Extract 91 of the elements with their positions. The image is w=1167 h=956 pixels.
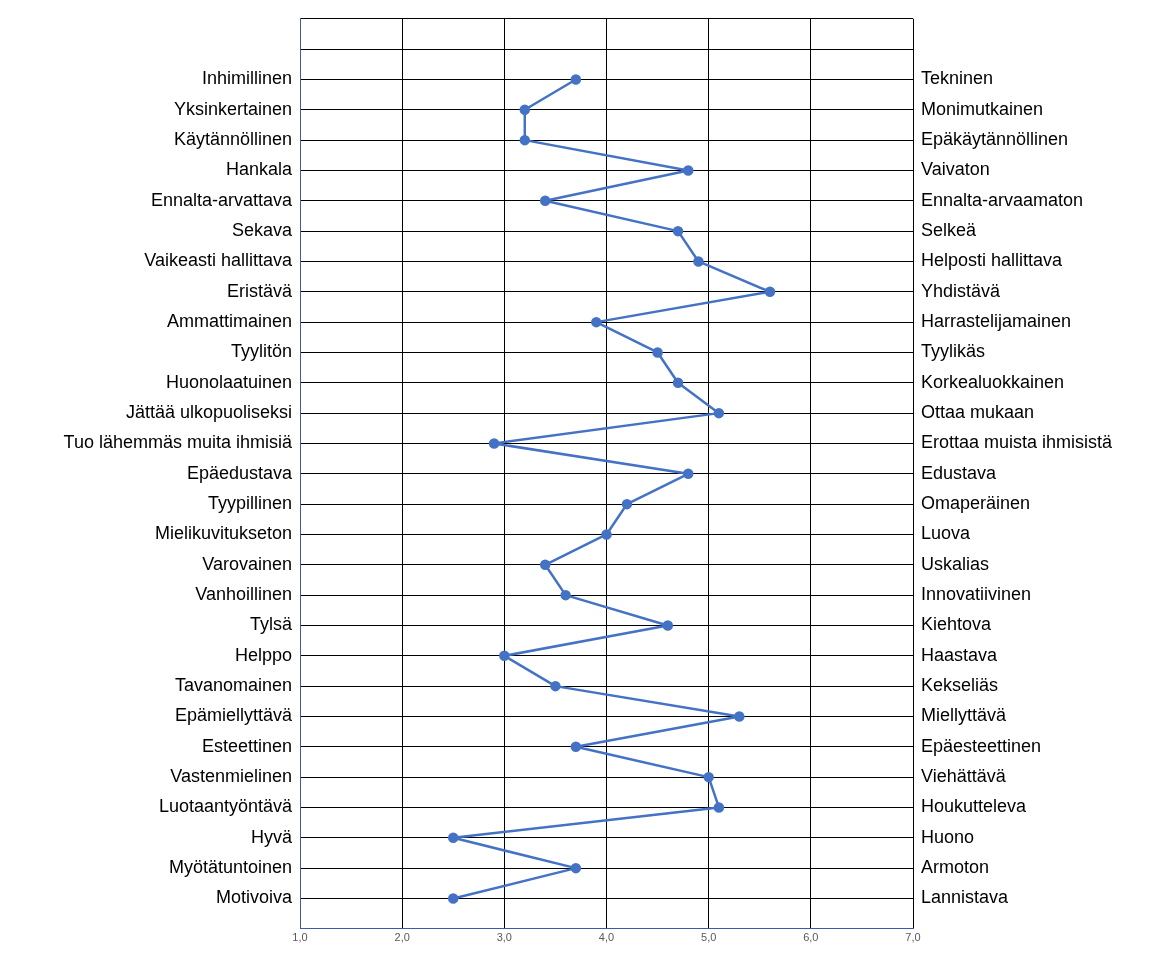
text: Miellyttävä — [921, 705, 1008, 726]
y-tick-label: Tavanomainen — [174, 675, 292, 696]
text: Houkutteleva — [921, 796, 1028, 817]
y-tick-label: Yksinkertainen — [173, 98, 292, 119]
y-tick-label: Varovainen — [202, 553, 292, 574]
y-tick-label: Mielikuvitukseton — [154, 523, 292, 544]
point — [734, 711, 745, 722]
y-tick-label: Vaikeasti hallittava — [144, 250, 293, 271]
point — [652, 347, 663, 358]
y-tick-label: Hyvä — [250, 826, 293, 847]
point — [713, 407, 725, 419]
point — [713, 802, 725, 813]
point — [539, 559, 551, 571]
point — [488, 438, 500, 449]
y-tick-label: Myötätuntoinen — [168, 857, 292, 878]
text: Innovatiivinen — [921, 584, 1032, 605]
x-tick-label: 3,0 — [496, 931, 512, 944]
x-tick-label: 1,0 — [292, 931, 308, 944]
y-tick-label: Esteettinen — [201, 735, 292, 756]
y-tick-label: Eristävä — [226, 280, 293, 301]
text: Tekninen — [921, 68, 994, 89]
text: Korkealuokkainen — [921, 371, 1065, 392]
text: Epäkäytännöllinen — [921, 129, 1069, 150]
text: Selkeä — [921, 220, 978, 241]
point — [570, 862, 582, 874]
text: Kiehtova — [921, 614, 993, 635]
text: Helposti hallittava — [921, 250, 1064, 271]
y-tick-label: Tyylitön — [230, 341, 292, 362]
y-tick-label: Jättää ulkopuoliseksi — [125, 402, 292, 423]
x-tick-label: 7,0 — [905, 931, 921, 944]
y-tick-label: Sekava — [231, 220, 293, 241]
text: Armoton — [921, 857, 990, 878]
text: Monimutkainen — [921, 98, 1044, 119]
y-tick-label: Epämiellyttävä — [174, 705, 293, 726]
point — [621, 498, 633, 510]
point — [448, 832, 459, 844]
text: Uskalias — [921, 553, 990, 574]
point — [662, 620, 674, 631]
text: Edustava — [921, 462, 998, 483]
text: Ennalta-arvaamaton — [921, 189, 1084, 210]
text: Epäesteettinen — [921, 735, 1042, 756]
y-tick-label: Luotaantyöntävä — [158, 796, 293, 817]
point — [550, 680, 561, 692]
y-tick-label: Helppo — [234, 644, 292, 665]
point — [560, 589, 571, 601]
text: Haastava — [921, 644, 999, 665]
y-tick-label: Ennalta-arvattava — [150, 189, 293, 210]
text: Omaperäinen — [921, 493, 1031, 514]
y-tick-label: Vanhoillinen — [195, 584, 292, 605]
x-tick-label: 5,0 — [701, 931, 717, 944]
point — [591, 316, 602, 328]
text: Yhdistävä — [921, 280, 1002, 301]
text: Lannistava — [921, 887, 1010, 908]
point — [682, 165, 694, 176]
text: Luova — [921, 523, 972, 544]
point — [499, 650, 510, 662]
y-tick-label: Inhimillinen — [201, 68, 292, 89]
x-tick-label: 6,0 — [803, 931, 819, 944]
point — [693, 256, 704, 267]
point — [601, 529, 612, 540]
text: Erottaa muista ihmisistä — [921, 432, 1114, 453]
text: Vaivaton — [921, 159, 990, 180]
text: Tyylikäs — [921, 341, 986, 362]
y-tick-label: Hankala — [225, 159, 293, 180]
x-tick-label: 2,0 — [394, 931, 410, 944]
y-tick-label: Tuo lähemmäs muita ihmisiä — [63, 432, 293, 453]
y-tick-label: Tyypillinen — [207, 493, 292, 514]
text: Huono — [921, 826, 975, 847]
point — [539, 195, 551, 207]
y-tick-label: Motivoiva — [215, 887, 293, 908]
point — [519, 104, 531, 116]
y-tick-label: Ammattimainen — [166, 311, 292, 332]
y-tick-label: Vastenmielinen — [170, 766, 292, 787]
y-tick-label: Huonolaatuinen — [165, 371, 292, 392]
y-tick-label: Käytännöllinen — [173, 129, 292, 150]
point — [682, 468, 694, 480]
text: Ottaa mukaan — [921, 402, 1035, 423]
x-tick-label: 4,0 — [598, 931, 615, 944]
point — [672, 377, 684, 389]
text: Kekseliäs — [921, 675, 999, 696]
point — [570, 741, 582, 753]
text: Viehättävä — [921, 766, 1007, 787]
point — [764, 286, 776, 298]
point — [448, 893, 459, 904]
y-tick-label: Epäedustava — [186, 462, 293, 483]
text: Harrastelijamainen — [921, 311, 1072, 332]
point — [519, 134, 531, 146]
point — [672, 225, 684, 237]
y-tick-label: Tylsä — [249, 614, 293, 635]
point — [703, 771, 714, 783]
point — [570, 74, 582, 85]
